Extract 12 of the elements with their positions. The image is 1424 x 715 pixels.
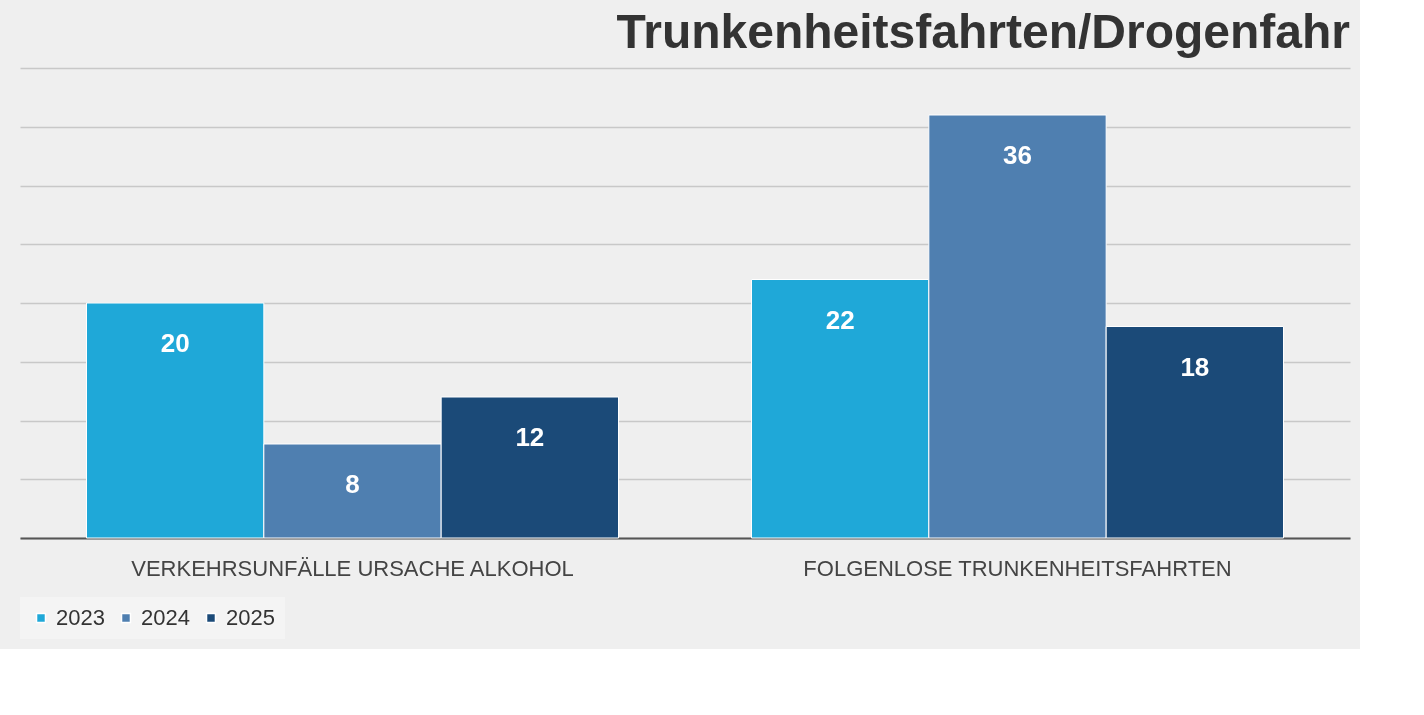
chart-title: Trunkenheitsfahrten/Drogenfahr xyxy=(616,5,1350,58)
legend-label: 2024 xyxy=(141,605,190,630)
data-label: 12 xyxy=(515,422,545,452)
data-label: 20 xyxy=(160,328,190,358)
x-tick-label: VERKEHRSUNFÄLLE URSACHE ALKOHOL xyxy=(131,555,574,581)
data-label: 36 xyxy=(1003,140,1032,170)
data-label: 18 xyxy=(1180,351,1210,382)
legend-label: 2023 xyxy=(56,605,105,630)
legend-label: 2025 xyxy=(226,605,275,630)
data-label: 8 xyxy=(345,469,360,499)
x-tick-label: FOLGENLOSE TRUNKENHEITSFAHRTEN xyxy=(803,555,1232,581)
data-label: 22 xyxy=(825,304,855,335)
